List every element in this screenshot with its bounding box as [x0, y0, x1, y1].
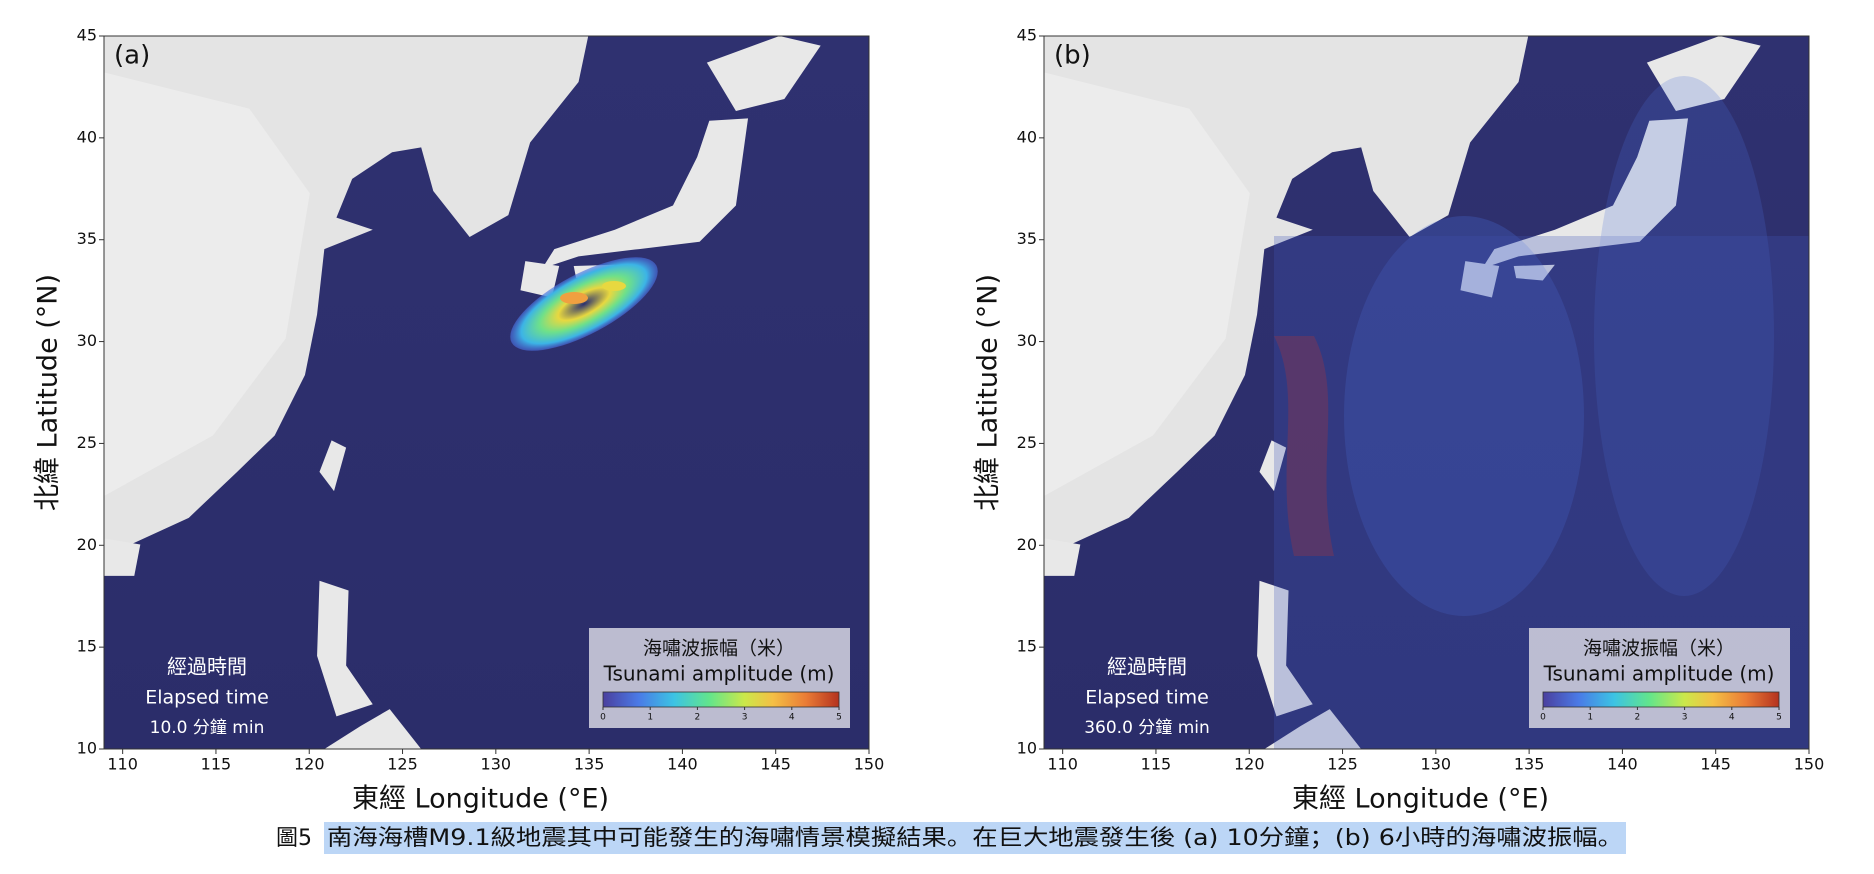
y-tick-label: 45: [1017, 26, 1037, 45]
colorbar: [1542, 691, 1780, 708]
legend-box: [1529, 628, 1790, 728]
legend-subtitle: Tsunami amplitude (m): [603, 662, 835, 686]
y-tick-label: 35: [1017, 229, 1037, 248]
frame: [1043, 35, 1810, 750]
map-panel: (a)110 115 120 125 130 135 140 145 1501015202530…: [33, 26, 885, 815]
y-tick-label: 25: [77, 433, 97, 452]
colorbar: [602, 691, 840, 708]
panel-label: (a): [114, 41, 150, 71]
x-tick-label: 135: [574, 755, 605, 774]
x-tick-label: 150: [1794, 755, 1825, 774]
colorbar-tick-label: 5: [1776, 713, 1782, 723]
legend-box: [589, 628, 850, 728]
caption: 圖5 南海海槽M9.1級地震其中可能發生的海嘯情景模擬結果。在巨大地震發生後 (…: [276, 822, 1626, 854]
colorbar-tick-label: 1: [1587, 713, 1593, 723]
x-tick-label: 115: [1141, 755, 1172, 774]
y-axis-label: 北緯 Latitude (°N): [973, 274, 1004, 511]
colorbar-tick-label: 2: [695, 713, 701, 723]
x-tick-label: 130: [481, 755, 512, 774]
x-tick-label: 120: [1234, 755, 1265, 774]
x-tick-label: 120: [294, 755, 325, 774]
x-tick-label: 125: [1327, 755, 1358, 774]
y-tick-label: 10: [77, 739, 97, 758]
legend-title: 海嘯波振幅（米）: [643, 638, 795, 660]
y-tick-label: 15: [77, 637, 97, 656]
legend-subtitle: Tsunami amplitude (m): [1543, 662, 1775, 686]
x-tick-label: 110: [1047, 755, 1078, 774]
y-tick-label: 35: [77, 229, 97, 248]
panels: (a)110 115 120 125 130 135 140 145 1501015202530…: [33, 26, 1825, 815]
frame: [103, 35, 870, 750]
colorbar-tick-label: 5: [836, 713, 842, 723]
x-tick-label: 145: [1700, 755, 1731, 774]
caption-highlight: [324, 822, 1626, 854]
x-tick-label: 130: [1421, 755, 1452, 774]
x-tick-label: 115: [201, 755, 232, 774]
x-axis-label: 東經 Longitude (°E): [352, 784, 609, 815]
panel-label: (b): [1054, 41, 1091, 71]
caption-text: 南海海槽M9.1級地震其中可能發生的海嘯情景模擬結果。在巨大地震發生後 (a) …: [327, 826, 1623, 851]
elapsed-value: 10.0 分鐘 min: [150, 718, 265, 738]
legend-title: 海嘯波振幅（米）: [1583, 638, 1735, 660]
map-panel: (b)110 115 120 125 130 135 140 145 1501015202530…: [973, 26, 1825, 815]
colorbar-tick-label: 4: [789, 713, 795, 723]
colorbar-tick-label: 4: [1729, 713, 1735, 723]
y-tick-label: 25: [1017, 433, 1037, 452]
x-tick-label: 150: [854, 755, 885, 774]
x-tick-label: 140: [667, 755, 698, 774]
colorbar-tick-label: 0: [600, 713, 606, 723]
y-tick-label: 15: [1017, 637, 1037, 656]
y-tick-label: 40: [1017, 127, 1037, 146]
y-tick-label: 10: [1017, 739, 1037, 758]
y-tick-label: 30: [77, 331, 97, 350]
colorbar-tick-label: 2: [1635, 713, 1641, 723]
colorbar-tick-label: 3: [742, 713, 748, 723]
x-tick-label: 110: [107, 755, 138, 774]
x-tick-label: 125: [387, 755, 418, 774]
y-tick-label: 40: [77, 127, 97, 146]
y-axis-label: 北緯 Latitude (°N): [33, 274, 64, 511]
colorbar-tick-label: 0: [1540, 713, 1546, 723]
y-tick-label: 20: [77, 535, 97, 554]
colorbar-tick-label: 3: [1682, 713, 1688, 723]
elapsed-label: Elapsed time: [145, 687, 269, 709]
y-tick-label: 20: [1017, 535, 1037, 554]
elapsed-title: 經過時間: [1107, 655, 1187, 679]
elapsed-title: 經過時間: [167, 655, 247, 679]
caption-number: 圖5: [276, 826, 312, 851]
elapsed-value: 360.0 分鐘 min: [1084, 718, 1210, 738]
x-axis-label: 東經 Longitude (°E): [1292, 784, 1549, 815]
x-tick-label: 135: [1514, 755, 1545, 774]
x-tick-label: 145: [760, 755, 791, 774]
y-tick-label: 30: [1017, 331, 1037, 350]
x-tick-label: 140: [1607, 755, 1638, 774]
colorbar-tick-label: 1: [647, 713, 653, 723]
y-tick-label: 45: [77, 26, 97, 45]
elapsed-label: Elapsed time: [1085, 687, 1209, 709]
